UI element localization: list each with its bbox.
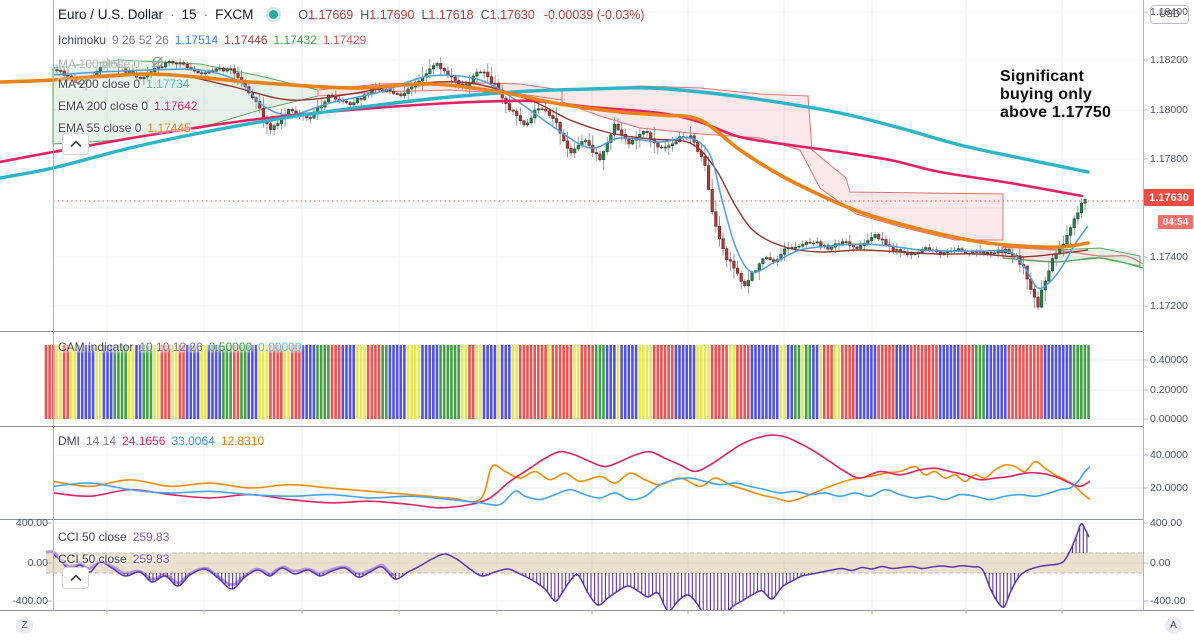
time-axis[interactable]: 1206:0012:0018:001306:0012:0018:001406:0… (0, 610, 1194, 640)
dmi-plus-di-value: 24.1656 (122, 434, 166, 448)
price-axis-label: 1.18400 (1150, 6, 1188, 18)
cci-pane (45, 523, 1143, 610)
dmi-axis-label: 20.0000 (1150, 482, 1188, 494)
legend-dmi[interactable]: DMI 14 14 24.1656 33.0064 12.8310 (58, 434, 265, 448)
pane-dividers (0, 0, 1194, 614)
price-pane (0, 57, 1143, 310)
collapse-main-pane-button[interactable] (62, 133, 89, 155)
title-separator: · (170, 7, 175, 22)
ma-200-line (0, 86, 1090, 180)
legend-ema55[interactable]: EMA 55 close 0 1.17445 (58, 121, 191, 135)
ichimoku-kijun-value: 1.17446 (224, 33, 268, 47)
dmi-axis-label: 40.0000 (1150, 449, 1188, 461)
bar-countdown-label: 04:54 (1158, 215, 1193, 229)
legend-cci-1[interactable]: CCI 50 close 259.83 (58, 530, 170, 544)
cam-indicator-pane (44, 345, 1090, 419)
ema-55-line (0, 72, 1090, 249)
cci-value-1: 259.83 (132, 530, 170, 544)
dmi-minus-di-line (52, 460, 1091, 503)
price-axis-label: 1.18200 (1150, 54, 1188, 66)
dmi-plus-di-line (52, 434, 1091, 509)
title-separator: · (203, 7, 209, 22)
dmi-adx-value: 33.0064 (171, 434, 215, 448)
text-drawing-annotation[interactable]: Significant buying only above 1.17750 (1000, 68, 1112, 121)
market-status-dot-icon[interactable] (269, 10, 279, 19)
ema55-value: 1.17445 (147, 121, 191, 135)
legend-cci-2[interactable]: CCI 50 close 259.83 (58, 552, 170, 566)
cci-line-secondary (45, 550, 397, 587)
cci-left-axis-label: 400.00 (15, 517, 48, 529)
ichimoku-senkou-b-value: 1.17429 (322, 33, 367, 47)
open-value: 1.17669 (308, 7, 354, 22)
chevron-up-icon (69, 574, 82, 582)
cci-axis-label: 400.00 (1150, 517, 1183, 529)
high-value: 1.17690 (369, 7, 415, 22)
interval-label[interactable]: 15 (181, 7, 197, 22)
cci-value-2: 259.83 (132, 552, 170, 566)
ichimoku-cloud (561, 85, 1004, 241)
legend-cam-indicator[interactable]: CAM indicator 10 10 12 26 0.50000 0.00000 (58, 340, 302, 354)
dmi-adx-line (52, 465, 1091, 506)
price-axis-label: 1.18000 (1150, 104, 1188, 116)
ichimoku-tenkan-value: 1.17514 (174, 33, 219, 47)
cam-axis-label: 0.00000 (1150, 413, 1188, 425)
ichimoku-kijun-line (52, 72, 1089, 258)
ema200-value: 1.17642 (154, 99, 198, 113)
ichimoku-senkou-a-value: 1.17432 (273, 33, 317, 47)
legend-ma100-hidden[interactable]: MA 100 close 0 (58, 55, 165, 72)
cam-value-2: 0.00000 (258, 340, 302, 354)
price-axis-label: 1.17800 (1150, 153, 1188, 165)
symbol-title[interactable]: Euro / U.S. Dollar (58, 7, 164, 22)
change-value: -0.00039 (-0.03%) (543, 7, 645, 22)
exchange-label: FXCM (215, 7, 254, 22)
dmi-pane (52, 434, 1091, 509)
cci-axis-label: -400.00 (1150, 595, 1186, 607)
legend-ichimoku[interactable]: Ichimoku 9 26 52 26 1.17514 1.17446 1.174… (58, 33, 367, 47)
cci-left-axis-label: -400.00 (12, 595, 48, 607)
cci-left-axis-label: 0.00 (27, 557, 48, 569)
low-value: 1.17618 (428, 7, 474, 22)
cam-axis-label: 0.40000 (1150, 354, 1188, 366)
hidden-eye-icon[interactable] (150, 55, 165, 72)
cam-axis-label: 0.20000 (1150, 384, 1188, 396)
close-value: 1.17630 (489, 7, 535, 22)
last-price-label: 1.17630 (1144, 189, 1194, 206)
chevron-up-icon (69, 140, 82, 148)
cci-axis-label: 0.00 (1150, 557, 1171, 569)
cci-histogram (119, 526, 1088, 610)
currency-toggle-button[interactable]: USD (1150, 5, 1189, 24)
legend-ma200[interactable]: MA 200 close 0 1.17734 (58, 77, 190, 91)
timezone-button[interactable]: Z (16, 617, 33, 634)
ma200-value: 1.17734 (146, 77, 190, 91)
cci-line (52, 523, 1090, 610)
ohlc-values: O1.17669 H1.17690 L1.17618 C1.17630 -0.0… (298, 7, 645, 22)
dmi-minus-di-value: 12.8310 (220, 434, 265, 448)
price-axis-label: 1.17400 (1150, 251, 1188, 263)
collapse-cci-pane-button[interactable] (62, 567, 89, 589)
price-axis-label: 1.17200 (1150, 300, 1188, 312)
adjust-data-button[interactable]: A (1165, 617, 1182, 634)
legend-ema200[interactable]: EMA 200 close 0 1.17642 (58, 99, 198, 113)
cam-value-1: 0.50000 (208, 340, 253, 354)
chart-header: Euro / U.S. Dollar · 15 · FXCM O1.17669 … (58, 7, 645, 22)
ema-200-line (0, 99, 1084, 198)
